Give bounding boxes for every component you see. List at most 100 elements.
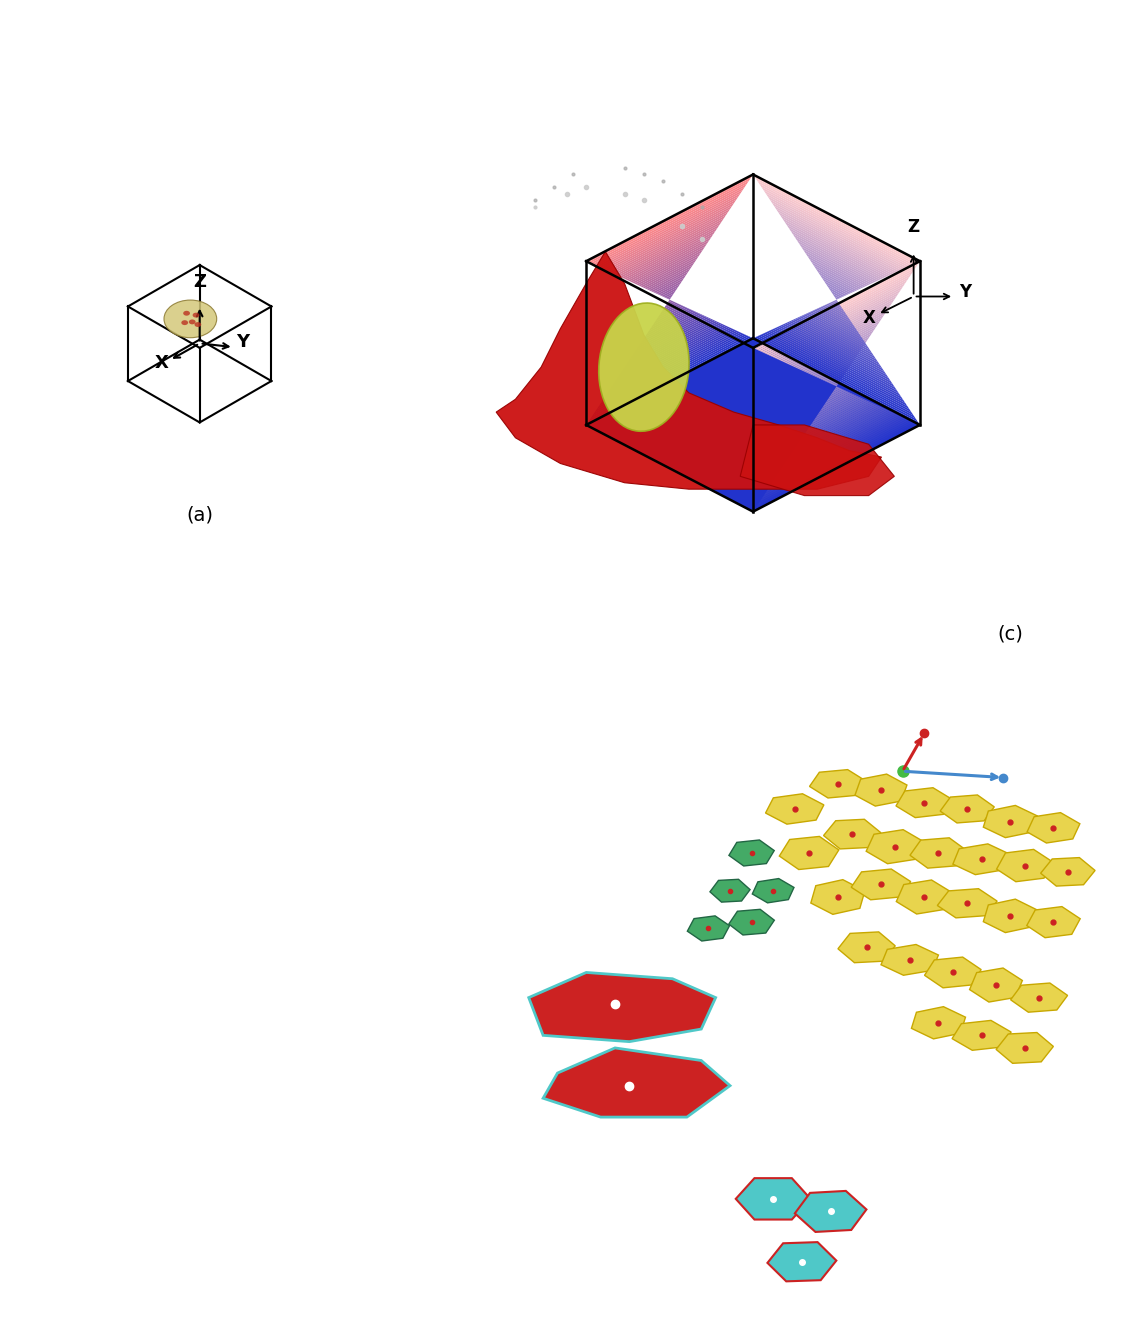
Polygon shape <box>793 405 881 452</box>
Polygon shape <box>617 221 722 277</box>
Polygon shape <box>803 250 869 285</box>
Polygon shape <box>630 317 710 359</box>
Polygon shape <box>788 321 884 372</box>
Polygon shape <box>638 253 701 286</box>
Polygon shape <box>774 415 899 480</box>
Polygon shape <box>628 237 711 281</box>
Ellipse shape <box>599 302 689 431</box>
Polygon shape <box>586 339 920 511</box>
Polygon shape <box>793 234 881 281</box>
Polygon shape <box>791 317 882 367</box>
Polygon shape <box>659 284 680 296</box>
Polygon shape <box>642 260 697 288</box>
Polygon shape <box>799 330 874 371</box>
Polygon shape <box>784 308 889 364</box>
Polygon shape <box>634 246 705 284</box>
Polygon shape <box>801 316 872 353</box>
Polygon shape <box>984 899 1037 933</box>
Polygon shape <box>770 199 904 270</box>
Polygon shape <box>818 308 856 328</box>
Polygon shape <box>795 324 879 368</box>
Polygon shape <box>758 181 916 264</box>
Polygon shape <box>763 332 909 409</box>
Polygon shape <box>774 206 899 272</box>
Polygon shape <box>615 324 723 381</box>
Polygon shape <box>1041 858 1095 886</box>
Polygon shape <box>866 830 924 864</box>
Polygon shape <box>984 805 1037 838</box>
Polygon shape <box>1027 812 1079 843</box>
Polygon shape <box>594 333 745 412</box>
Text: E3: E3 <box>1011 765 1029 780</box>
Polygon shape <box>806 253 868 286</box>
Polygon shape <box>630 241 710 282</box>
Polygon shape <box>811 349 861 376</box>
Polygon shape <box>657 305 682 318</box>
Polygon shape <box>655 278 685 294</box>
Ellipse shape <box>189 320 195 324</box>
Polygon shape <box>771 202 901 270</box>
Polygon shape <box>609 209 730 273</box>
Polygon shape <box>1027 907 1081 938</box>
Polygon shape <box>796 317 876 359</box>
Polygon shape <box>818 395 856 415</box>
Polygon shape <box>605 329 735 397</box>
Polygon shape <box>881 945 938 975</box>
Polygon shape <box>607 206 733 272</box>
Polygon shape <box>589 336 751 421</box>
Polygon shape <box>855 775 907 805</box>
Polygon shape <box>796 404 876 446</box>
Polygon shape <box>912 1006 965 1038</box>
Polygon shape <box>783 218 891 276</box>
Polygon shape <box>783 324 891 381</box>
Polygon shape <box>786 322 887 375</box>
Polygon shape <box>788 408 884 459</box>
Polygon shape <box>795 1191 866 1232</box>
Polygon shape <box>897 880 952 914</box>
Ellipse shape <box>184 310 189 316</box>
Polygon shape <box>496 252 882 490</box>
Polygon shape <box>766 419 907 492</box>
Polygon shape <box>624 320 715 368</box>
Polygon shape <box>824 819 881 848</box>
Polygon shape <box>826 371 847 383</box>
Polygon shape <box>649 269 690 292</box>
Polygon shape <box>784 322 889 377</box>
Polygon shape <box>586 337 753 425</box>
Polygon shape <box>776 326 897 391</box>
Polygon shape <box>818 359 856 379</box>
Polygon shape <box>597 332 743 409</box>
Polygon shape <box>597 190 743 268</box>
Polygon shape <box>528 973 715 1041</box>
Polygon shape <box>826 284 847 296</box>
Polygon shape <box>778 211 895 274</box>
Polygon shape <box>795 237 879 281</box>
Polygon shape <box>645 262 695 289</box>
Polygon shape <box>803 314 869 349</box>
Polygon shape <box>814 396 859 421</box>
Polygon shape <box>761 187 912 266</box>
Polygon shape <box>796 241 876 282</box>
Polygon shape <box>622 227 718 278</box>
Polygon shape <box>628 318 711 363</box>
Polygon shape <box>799 403 874 443</box>
Polygon shape <box>814 352 859 377</box>
Polygon shape <box>816 355 857 377</box>
Polygon shape <box>783 305 891 363</box>
Polygon shape <box>803 336 869 372</box>
Text: Z: Z <box>193 273 207 290</box>
Polygon shape <box>809 345 864 375</box>
Polygon shape <box>653 306 687 325</box>
Polygon shape <box>822 392 851 408</box>
Polygon shape <box>778 412 895 474</box>
Text: X: X <box>503 852 517 870</box>
Polygon shape <box>609 326 730 391</box>
Polygon shape <box>824 391 849 405</box>
Polygon shape <box>826 391 847 401</box>
Polygon shape <box>761 274 912 353</box>
Ellipse shape <box>194 322 201 326</box>
Polygon shape <box>801 333 872 371</box>
Polygon shape <box>625 318 713 365</box>
Polygon shape <box>831 388 843 396</box>
Polygon shape <box>832 388 841 392</box>
